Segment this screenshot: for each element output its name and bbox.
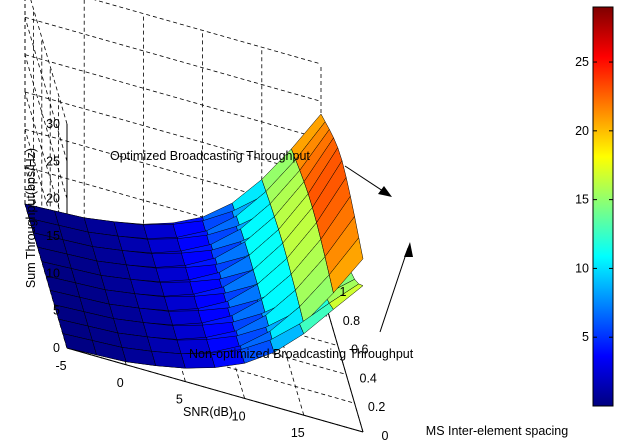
x-axis-line (66, 347, 364, 433)
y-tick-label: 0.2 (368, 400, 385, 414)
z-axis-label: Sum Throughput(bps/Hz) (24, 148, 38, 288)
z-tick-label: 5 (53, 304, 60, 318)
annotation-non-optimized: Non-optimized Broadcasting Throughput (189, 347, 414, 361)
y-tick-label: 0.4 (360, 371, 377, 385)
colorbar-tick-label: 10 (575, 261, 589, 275)
z-tick-label: 15 (46, 229, 60, 243)
x-tick-label: 5 (176, 393, 183, 407)
side-wall-grid-z (24, 54, 68, 199)
colorbar-tick-label: 15 (575, 193, 589, 207)
annotation-non-optimized-arrowhead (404, 242, 413, 257)
x-tick-label: 15 (291, 426, 305, 440)
z-tick-label: 10 (46, 266, 60, 280)
x-tick-label: -5 (55, 359, 66, 373)
z-tick-label: 30 (46, 117, 60, 131)
surface-plot (24, 113, 364, 369)
back-wall-grid-z (24, 166, 322, 252)
floor-grid-x (202, 254, 245, 399)
y-tick-label: 1 (340, 285, 347, 299)
z-tick-label: 0 (53, 341, 60, 355)
back-wall-grid-z (94, 0, 322, 65)
z-tick-label: 25 (46, 154, 60, 168)
side-wall-grid-z (30, 0, 68, 125)
x-tick-label: 10 (232, 409, 246, 423)
colorbar-gradient (592, 6, 614, 407)
back-wall-grid-z (24, 128, 322, 214)
floor-grid-x (261, 271, 305, 416)
y-tick-label: 0.6 (351, 343, 368, 357)
surface-patch (328, 237, 364, 294)
x-axis-label: SNR(dB) (183, 405, 233, 419)
surface-patch (151, 351, 186, 369)
back-wall-grid-z (24, 54, 322, 140)
colorbar-tick-label: 20 (575, 124, 589, 138)
side-wall-grid-z (24, 17, 68, 162)
annotation-optimized-arrowhead (378, 186, 392, 197)
surface-patch (143, 224, 178, 240)
colorbar: 5 10 15 20 25 (575, 6, 614, 407)
surface-patch (328, 283, 364, 310)
y-axis-label: MS Inter-element spacing (426, 424, 568, 438)
colorbar-tick-label: 25 (575, 55, 589, 69)
annotation-optimized: Optimized Broadcasting Throughput (110, 149, 310, 163)
colorbar-ticks: 5 10 15 20 25 (575, 55, 613, 344)
z-tick-label: 20 (46, 192, 60, 206)
y-tick-label: 0 (382, 429, 389, 441)
x-tick-label: 0 (117, 376, 124, 390)
back-wall-grid-z (24, 16, 322, 102)
y-tick-label: 0.8 (343, 314, 360, 328)
annotation-non-optimized-line (379, 247, 409, 333)
back-wall-grid-z (24, 91, 322, 177)
annotation-optimized-line (344, 165, 387, 194)
colorbar-tick-label: 5 (582, 330, 589, 344)
